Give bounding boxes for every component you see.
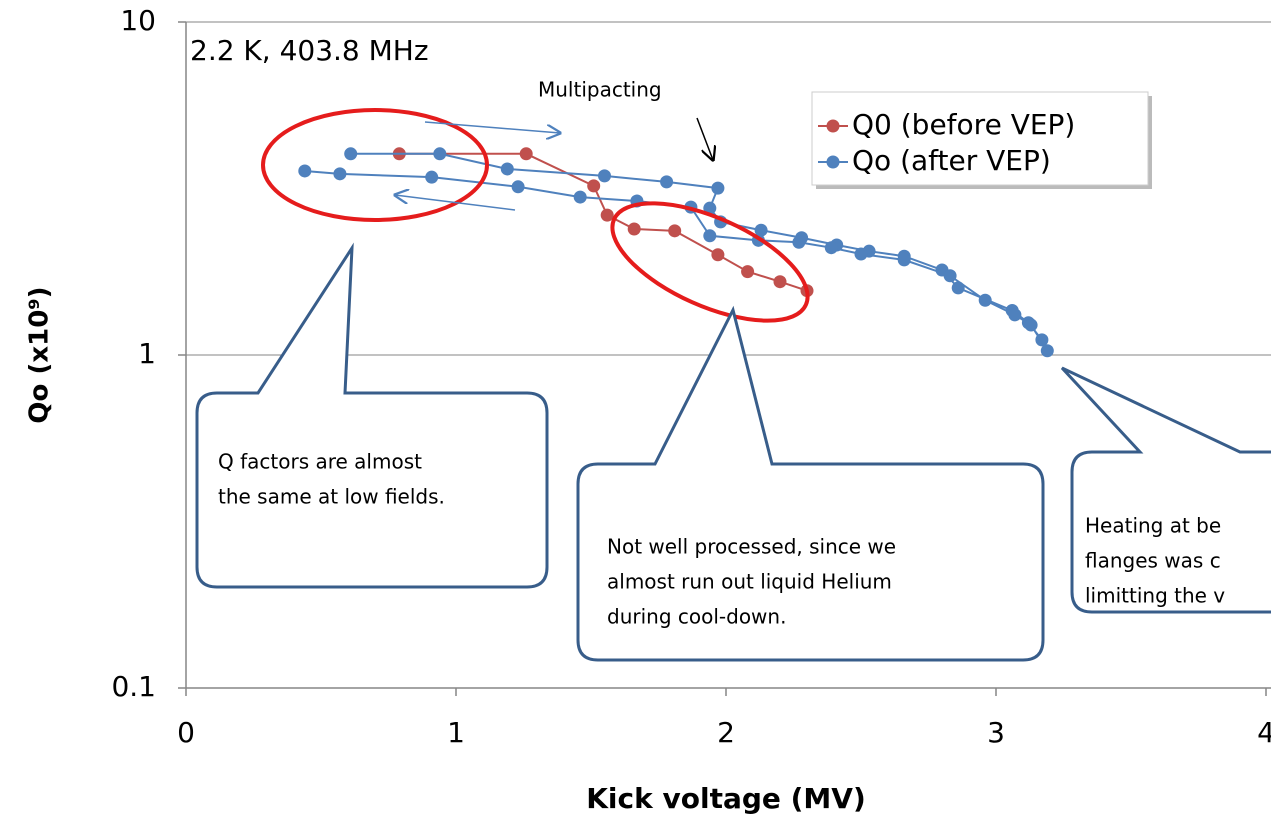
callout-text: Not well processed, since we: [607, 535, 896, 559]
data-point: [344, 147, 358, 161]
data-point: [1040, 344, 1054, 358]
data-point: [711, 248, 725, 262]
callout: [195, 242, 549, 589]
data-point: [703, 229, 717, 243]
data-point: [1024, 318, 1038, 332]
annotation: Multipacting: [538, 78, 662, 102]
callout-text: limitting the v: [1085, 584, 1225, 608]
legend-swatch: [826, 155, 840, 169]
data-point: [600, 208, 614, 222]
legend-label: Q0 (before VEP): [852, 108, 1075, 141]
legend-swatch: [826, 119, 840, 133]
legend: [811, 91, 1149, 186]
data-point: [333, 167, 347, 181]
callout-text: flanges was c: [1085, 549, 1221, 573]
callout-text: during cool-down.: [607, 605, 786, 629]
callout-text: Q factors are almost: [218, 450, 422, 474]
condition-label: 2.2 K, 403.8 MHz: [190, 34, 429, 67]
x-tick-label: 4: [1257, 716, 1271, 749]
callout-text: almost run out liquid Helium: [607, 570, 892, 594]
y-tick-label: 0.1: [111, 670, 156, 703]
data-point: [792, 235, 806, 249]
data-point: [951, 281, 965, 295]
y-tick-label: 10: [120, 4, 156, 37]
data-point: [854, 247, 868, 261]
data-point: [433, 147, 447, 161]
data-point: [500, 162, 514, 176]
sweep-arrow: [424, 121, 560, 133]
callout: [576, 305, 1045, 662]
data-point: [519, 147, 533, 161]
series-line: [399, 152, 808, 292]
data-point: [627, 222, 641, 236]
y-axis-label: Qo (x10⁹): [25, 286, 55, 423]
highlight-ellipse: [610, 201, 810, 323]
x-tick-label: 2: [717, 716, 735, 749]
data-point: [824, 241, 838, 255]
data-point: [660, 175, 674, 189]
data-point: [978, 293, 992, 307]
data-point: [668, 224, 682, 238]
data-point: [573, 190, 587, 204]
callout-text: the same at low fields.: [218, 485, 445, 509]
data-point: [298, 164, 312, 178]
data-point: [587, 179, 601, 193]
data-point: [741, 265, 755, 279]
data-point: [1008, 308, 1022, 322]
callout: [1060, 366, 1271, 614]
data-point: [711, 181, 725, 195]
data-point: [598, 169, 611, 183]
data-point: [943, 269, 957, 283]
data-point: [754, 223, 768, 237]
x-tick-label: 0: [177, 716, 195, 749]
data-point: [511, 180, 525, 194]
x-axis-label: Kick voltage (MV): [586, 782, 866, 815]
data-point: [1035, 333, 1049, 347]
pointer-arrow: [696, 117, 713, 160]
x-tick-label: 3: [987, 716, 1005, 749]
y-tick-label: 1: [138, 337, 156, 370]
legend-label: Qo (after VEP): [852, 144, 1051, 177]
callout-text: Heating at be: [1085, 514, 1221, 538]
data-point: [773, 275, 787, 289]
highlight-ellipse: [261, 108, 489, 222]
sweep-arrow: [395, 195, 516, 211]
data-point: [425, 170, 439, 184]
x-tick-label: 1: [447, 716, 465, 749]
data-point: [897, 253, 911, 267]
